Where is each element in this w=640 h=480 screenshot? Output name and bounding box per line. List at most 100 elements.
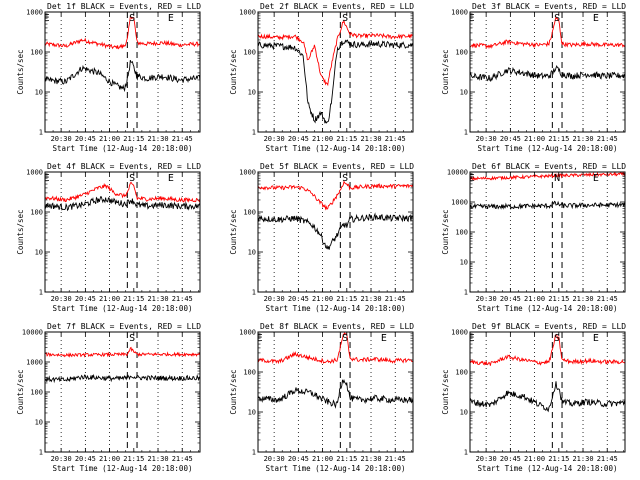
x-tick-label: 20:45 <box>288 455 309 463</box>
series-lld-line <box>470 334 625 366</box>
x-tick-label: 21:30 <box>360 135 381 143</box>
plot-frame <box>257 171 414 293</box>
y-axis-label: Counts/sec <box>229 49 238 94</box>
x-tick-label: 21:45 <box>385 295 406 303</box>
panel-det-6: Det 6f BLACK = Events, RED = LLD 20:30 20:… <box>441 162 626 313</box>
x-axis-label: Start Time (12-Aug-14 20:18:00) <box>266 144 406 153</box>
series-lld-line <box>470 172 625 181</box>
event-marker-n: N <box>554 173 560 184</box>
panel-series-group <box>258 180 413 250</box>
x-tick-label: 20:30 <box>476 295 497 303</box>
y-tick-label: 10 <box>35 249 43 257</box>
y-tick-label: 100 <box>30 209 43 217</box>
x-tick-label: 21:00 <box>99 135 120 143</box>
series-lld-line <box>45 346 200 358</box>
panel-series-group <box>258 332 413 409</box>
x-axis-label: Start Time (12-Aug-14 20:18:00) <box>53 464 193 473</box>
x-tick-label: 21:45 <box>385 135 406 143</box>
panel-det-9: Det 9f BLACK = Events, RED = LLD 20:30 20:… <box>441 322 626 473</box>
y-tick-label: 100 <box>455 369 468 377</box>
y-tick-label: 1000 <box>239 169 256 177</box>
x-tick-label: 21:15 <box>123 455 144 463</box>
x-tick-label: 20:45 <box>500 455 521 463</box>
series-lld-line <box>470 15 625 50</box>
y-tick-label: 1 <box>39 449 43 457</box>
panel-title: Det 3f BLACK = Events, RED = LLD <box>472 2 626 11</box>
y-tick-label: 100 <box>30 389 43 397</box>
panel-series-group <box>470 334 625 413</box>
x-tick-label: 21:00 <box>99 295 120 303</box>
x-tick-label: 21:30 <box>147 455 168 463</box>
x-tick-label: 20:30 <box>51 135 72 143</box>
y-axis-label: Counts/sec <box>229 369 238 414</box>
panel-title: Det 5f BLACK = Events, RED = LLD <box>260 162 414 171</box>
x-axis-label: Start Time (12-Aug-14 20:18:00) <box>478 144 618 153</box>
x-tick-label: 21:45 <box>172 455 193 463</box>
event-marker-e: E <box>257 333 263 344</box>
event-marker-s: S <box>554 333 560 344</box>
y-axis-label: Counts/sec <box>441 209 450 254</box>
event-marker-e: E <box>469 333 475 344</box>
y-axis-label: Counts/sec <box>16 49 25 94</box>
x-tick-label: 20:30 <box>264 135 285 143</box>
y-tick-label: 1000 <box>26 359 43 367</box>
series-events-line <box>45 196 200 212</box>
y-tick-label: 1 <box>252 449 256 457</box>
x-tick-label: 21:30 <box>360 295 381 303</box>
plot-frame <box>44 331 201 453</box>
x-tick-label: 21:30 <box>572 135 593 143</box>
x-tick-label: 21:15 <box>548 455 569 463</box>
y-tick-label: 1000 <box>451 199 468 207</box>
x-tick-label: 21:15 <box>548 295 569 303</box>
x-tick-label: 21:00 <box>524 295 545 303</box>
series-events-line <box>45 59 200 93</box>
x-tick-label: 20:45 <box>288 135 309 143</box>
panel-title: Det 1f BLACK = Events, RED = LLD <box>47 2 201 11</box>
x-tick-label: 21:45 <box>385 455 406 463</box>
panel-series-group <box>258 19 413 124</box>
x-tick-label: 21:00 <box>312 135 333 143</box>
x-axis-label: Start Time (12-Aug-14 20:18:00) <box>53 304 193 313</box>
x-tick-label: 20:45 <box>75 135 96 143</box>
y-tick-label: 100 <box>243 209 256 217</box>
series-lld-line <box>258 332 413 365</box>
panel-series-group <box>470 15 625 82</box>
y-tick-label: 1000 <box>451 9 468 17</box>
series-lld-line <box>258 19 413 87</box>
plot-frame <box>469 171 626 293</box>
y-tick-label: 100 <box>455 229 468 237</box>
x-axis-label: Start Time (12-Aug-14 20:18:00) <box>478 464 618 473</box>
y-tick-label: 1 <box>252 289 256 297</box>
panel-title: Det 7f BLACK = Events, RED = LLD <box>47 322 201 331</box>
panel-det-2: Det 2f BLACK = Events, RED = LLD 20:30 20:… <box>229 2 414 153</box>
y-tick-label: 1 <box>464 289 468 297</box>
y-tick-label: 10 <box>35 89 43 97</box>
x-tick-label: 20:30 <box>476 135 497 143</box>
y-tick-label: 100 <box>30 49 43 57</box>
x-tick-label: 21:45 <box>597 295 618 303</box>
panel-series-group <box>45 16 200 93</box>
panel-title: Det 4f BLACK = Events, RED = LLD <box>47 162 201 171</box>
event-marker-e: E <box>44 13 50 24</box>
x-tick-label: 21:00 <box>99 455 120 463</box>
x-tick-label: 21:30 <box>572 455 593 463</box>
y-tick-label: 10000 <box>447 169 468 177</box>
plot-frame <box>469 331 626 453</box>
x-tick-label: 20:30 <box>51 295 72 303</box>
series-events-line <box>470 381 625 413</box>
x-tick-label: 21:15 <box>336 135 357 143</box>
x-tick-label: 21:00 <box>524 455 545 463</box>
y-tick-label: 100 <box>243 49 256 57</box>
event-marker-e: E <box>168 13 174 24</box>
y-tick-label: 10000 <box>22 329 43 337</box>
x-axis-label: Start Time (12-Aug-14 20:18:00) <box>53 144 193 153</box>
x-axis-label: Start Time (12-Aug-14 20:18:00) <box>266 304 406 313</box>
event-marker-s: S <box>342 173 348 184</box>
event-marker-e: E <box>593 173 599 184</box>
x-tick-label: 20:45 <box>500 295 521 303</box>
y-tick-label: 1 <box>464 129 468 137</box>
event-marker-e: E <box>469 13 475 24</box>
series-lld-line <box>258 180 413 211</box>
plot-frame <box>469 11 626 133</box>
y-tick-label: 10 <box>248 409 256 417</box>
